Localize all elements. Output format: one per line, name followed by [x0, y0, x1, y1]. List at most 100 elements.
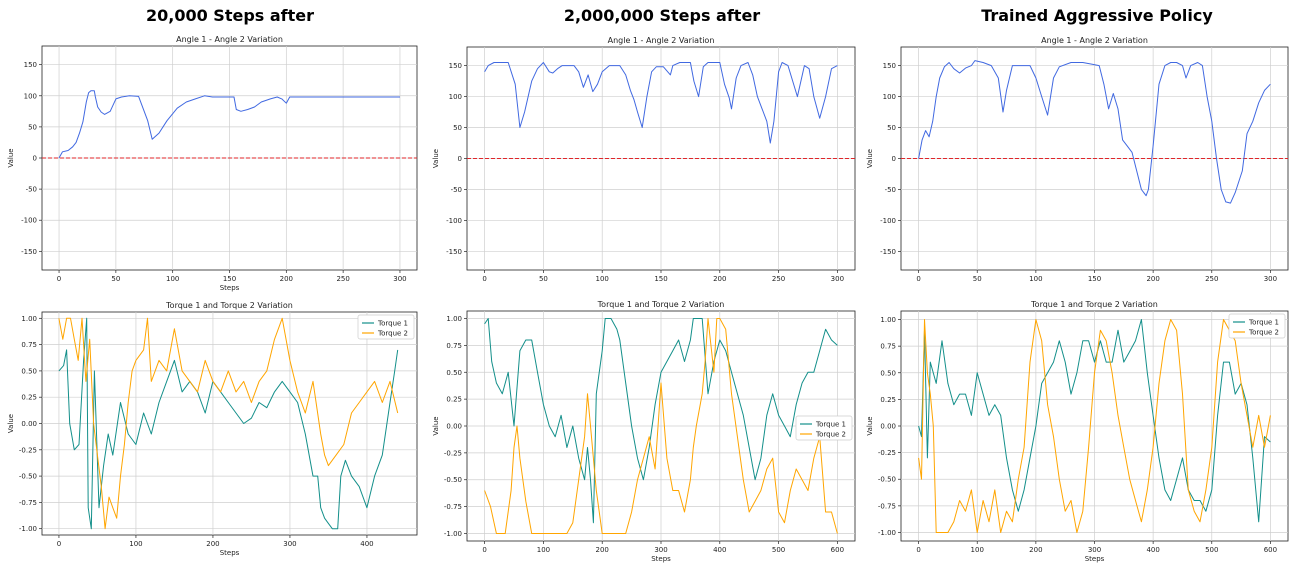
y-tick-label: -0.50	[19, 473, 37, 481]
y-tick-label: 0.25	[21, 394, 37, 402]
y-tick-label: -100	[21, 217, 37, 225]
y-axis-label: Value	[432, 149, 440, 168]
y-tick-label: -1.00	[878, 529, 896, 537]
x-tick-label: 300	[831, 275, 844, 283]
x-axis-label: Steps	[220, 549, 240, 557]
chart-title: Torque 1 and Torque 2 Variation	[597, 300, 725, 309]
chart-title: Torque 1 and Torque 2 Variation	[165, 301, 293, 310]
y-tick-label: 0.50	[446, 369, 462, 377]
y-tick-label: 50	[28, 123, 37, 131]
y-axis-label: Value	[7, 414, 15, 433]
y-tick-label: -0.75	[878, 502, 896, 510]
x-tick-label: 0	[916, 275, 920, 283]
x-tick-label: 300	[654, 546, 667, 554]
x-tick-label: 200	[596, 546, 609, 554]
y-tick-label: 100	[449, 93, 462, 101]
column-title-3: Trained Aggressive Policy	[981, 6, 1213, 25]
x-tick-label: 400	[360, 540, 373, 548]
y-tick-label: 0.75	[446, 342, 462, 350]
y-tick-label: 0.50	[880, 369, 896, 377]
legend-label: Torque 2	[1248, 329, 1279, 337]
torque-2-line	[484, 318, 838, 534]
y-tick-label: 0.25	[446, 396, 462, 404]
x-tick-label: 600	[1264, 546, 1277, 554]
x-tick-label: 200	[713, 275, 726, 283]
x-tick-label: 600	[831, 546, 844, 554]
x-tick-label: 250	[1205, 275, 1218, 283]
x-tick-label: 300	[393, 275, 406, 283]
y-tick-label: -0.50	[878, 476, 896, 484]
x-tick-label: 0	[57, 540, 61, 548]
torque-2-line	[918, 319, 1271, 533]
y-axis-label: Value	[7, 148, 15, 167]
x-tick-label: 200	[1029, 546, 1042, 554]
column-title-2: 2,000,000 Steps after	[563, 6, 761, 25]
y-axis-label: Value	[432, 416, 440, 435]
x-tick-label: 400	[713, 546, 726, 554]
chart-title: Angle 1 - Angle 2 Variation	[1041, 36, 1148, 45]
y-tick-label: 150	[24, 61, 37, 69]
x-axis-label: Steps	[651, 555, 671, 563]
y-tick-label: 1.00	[446, 315, 462, 323]
x-tick-label: 0	[916, 546, 920, 554]
x-tick-label: 200	[280, 275, 293, 283]
x-tick-label: 50	[973, 275, 982, 283]
chart-title: Torque 1 and Torque 2 Variation	[1030, 300, 1158, 309]
angle-variation-line	[918, 60, 1271, 204]
x-tick-label: 200	[1146, 275, 1159, 283]
x-tick-label: 100	[129, 540, 142, 548]
x-tick-label: 0	[482, 275, 486, 283]
y-tick-label: 0	[892, 155, 896, 163]
y-tick-label: -0.50	[444, 476, 462, 484]
y-tick-label: 0	[33, 155, 37, 163]
y-tick-label: -0.75	[444, 503, 462, 511]
legend-label: Torque 1	[815, 421, 846, 429]
column-title-1: 20,000 Steps after	[145, 6, 315, 25]
angle-variation-line	[58, 90, 400, 159]
y-tick-label: 0.00	[880, 423, 896, 431]
y-tick-label: -50	[26, 186, 37, 194]
y-tick-label: 100	[883, 93, 896, 101]
y-tick-label: -0.25	[444, 449, 462, 457]
y-tick-label: -0.75	[19, 499, 37, 507]
y-tick-label: 0.00	[446, 423, 462, 431]
y-tick-label: -1.00	[444, 530, 462, 538]
x-tick-label: 150	[223, 275, 236, 283]
y-tick-label: -0.25	[19, 446, 37, 454]
y-tick-label: 1.00	[21, 315, 37, 323]
x-tick-label: 250	[772, 275, 785, 283]
x-tick-label: 100	[537, 546, 550, 554]
y-tick-label: -100	[880, 217, 896, 225]
y-tick-label: -50	[885, 186, 896, 194]
chart-title: Angle 1 - Angle 2 Variation	[608, 36, 715, 45]
y-tick-label: 150	[883, 62, 896, 70]
x-tick-label: 400	[1146, 546, 1159, 554]
y-axis-label: Value	[866, 149, 874, 168]
torque-1-line	[484, 318, 838, 524]
torque-2-line	[58, 317, 399, 530]
y-tick-label: 0	[458, 155, 462, 163]
x-tick-label: 150	[1088, 275, 1101, 283]
angle-variation-line	[484, 62, 838, 144]
x-axis-label: Steps	[1085, 555, 1105, 563]
x-tick-label: 50	[539, 275, 548, 283]
x-tick-label: 0	[57, 275, 61, 283]
legend-label: Torque 2	[377, 330, 408, 338]
y-tick-label: 100	[24, 92, 37, 100]
y-tick-label: -1.00	[19, 525, 37, 533]
legend-label: Torque 1	[377, 320, 408, 328]
x-tick-label: 150	[654, 275, 667, 283]
x-tick-label: 50	[111, 275, 120, 283]
y-tick-label: 0.50	[21, 367, 37, 375]
x-tick-label: 300	[283, 540, 296, 548]
y-tick-label: -150	[21, 248, 37, 256]
y-tick-label: 50	[453, 124, 462, 132]
x-tick-label: 250	[336, 275, 349, 283]
y-tick-label: 150	[449, 62, 462, 70]
y-tick-label: -100	[446, 217, 462, 225]
x-tick-label: 300	[1088, 546, 1101, 554]
y-tick-label: -0.25	[878, 449, 896, 457]
x-tick-label: 100	[166, 275, 179, 283]
legend-label: Torque 1	[1248, 319, 1279, 327]
